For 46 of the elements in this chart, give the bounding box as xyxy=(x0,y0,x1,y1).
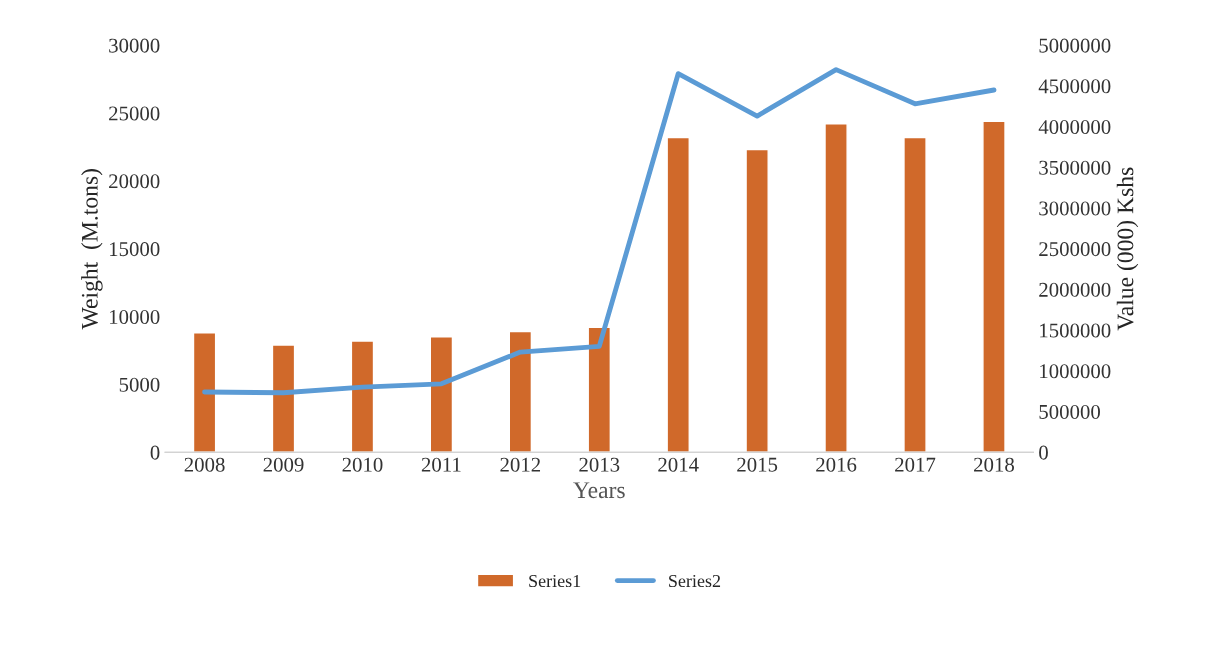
y2-tick-label: 1500000 xyxy=(1040,323,1111,338)
y2-tick-label: 500000 xyxy=(1039,404,1100,419)
bar xyxy=(903,136,927,453)
y2-tick-label: 4500000 xyxy=(1038,79,1111,94)
y2-tick-label: 2500000 xyxy=(1039,242,1111,257)
legend-label: Series1 xyxy=(529,574,581,588)
line-series xyxy=(202,67,997,396)
y-tick-label: 0 xyxy=(150,445,160,460)
bar xyxy=(271,344,296,453)
y-tick-label: 25000 xyxy=(109,106,160,121)
y2-tick-label: 5000000 xyxy=(1039,38,1111,53)
x-tick-label: 2018 xyxy=(974,457,1014,472)
bar xyxy=(350,340,375,453)
bar xyxy=(824,123,848,453)
x-tick-label: 2013 xyxy=(579,457,620,472)
bar xyxy=(982,120,1006,453)
bar xyxy=(745,148,769,453)
y-tick-label: 30000 xyxy=(109,38,160,53)
x-tick-label: 2010 xyxy=(342,457,383,472)
x-tick-label: 2017 xyxy=(895,457,936,472)
y-tick-label: 20000 xyxy=(109,174,160,189)
y2-tick-label: 2000000 xyxy=(1039,282,1111,297)
y2-tick-label: 3000000 xyxy=(1039,201,1111,216)
x-tick-label: 2011 xyxy=(421,457,461,472)
x-tick-label: 2008 xyxy=(184,457,225,472)
x-tick-label: 2016 xyxy=(816,457,857,472)
y-tick-label: 15000 xyxy=(109,242,160,257)
legend-label: Series2 xyxy=(669,574,721,588)
bar xyxy=(429,336,454,453)
y-tick-label: 5000 xyxy=(119,377,160,392)
y2-tick-label: 3500000 xyxy=(1039,160,1111,175)
y2-tick-label: 4000000 xyxy=(1038,119,1111,135)
x-tick-label: 2009 xyxy=(263,457,304,472)
x-axis-title: Years xyxy=(573,482,625,499)
y2-tick-label: 1000000 xyxy=(1040,364,1111,379)
y2-axis-title: Value (000) Kshs xyxy=(1116,167,1139,331)
y-tick-label: 10000 xyxy=(109,309,160,324)
bar xyxy=(508,330,533,453)
bar xyxy=(666,136,690,453)
bar xyxy=(192,332,217,453)
x-tick-label: 2014 xyxy=(658,457,699,472)
x-tick-label: 2015 xyxy=(737,457,778,472)
x-tick-label: 2012 xyxy=(500,457,541,472)
y2-tick-label: 0 xyxy=(1039,445,1048,460)
bar xyxy=(587,326,612,453)
y-axis-title: Weight (M.tons) xyxy=(81,169,103,330)
